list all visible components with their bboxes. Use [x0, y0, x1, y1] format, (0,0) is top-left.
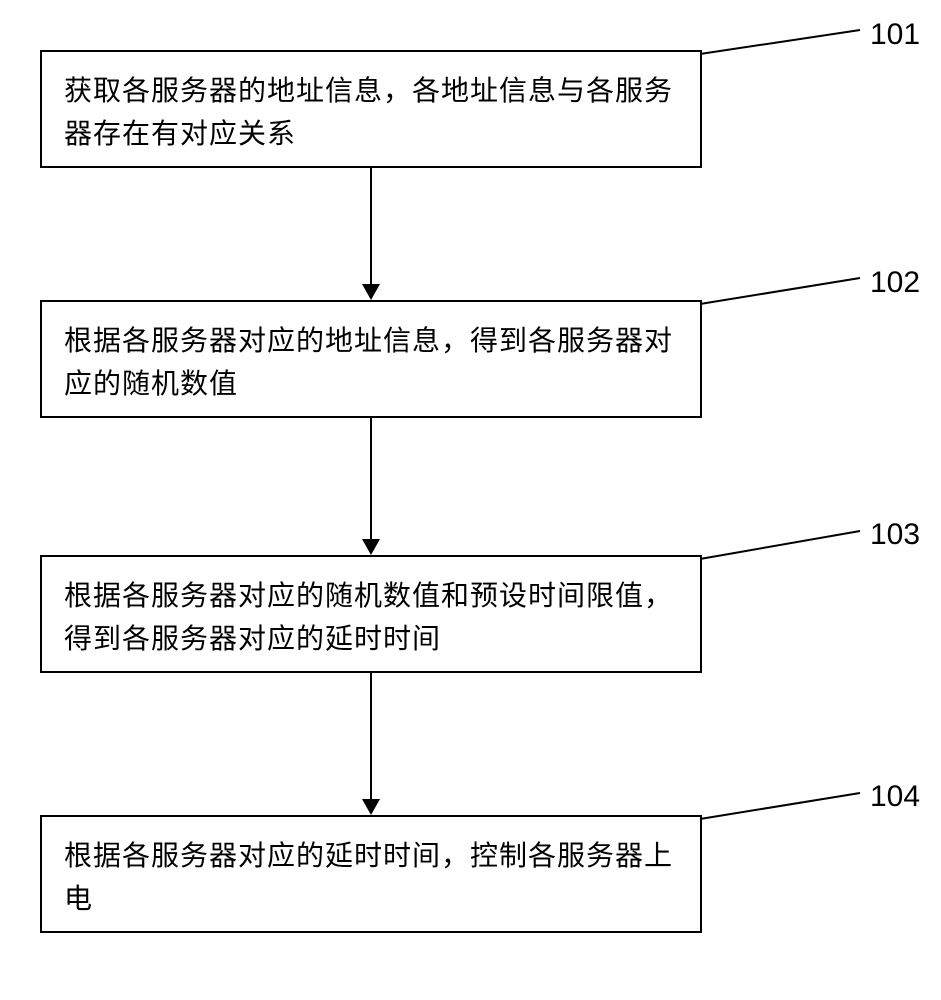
step-text: 根据各服务器对应的地址信息，得到各服务器对应的随机数值 [64, 320, 678, 407]
step-box-102: 根据各服务器对应的地址信息，得到各服务器对应的随机数值 [40, 300, 702, 418]
step-box-103: 根据各服务器对应的随机数值和预设时间限值，得到各服务器对应的延时时间 [40, 555, 702, 673]
arrow-icon [362, 539, 380, 555]
step-text: 根据各服务器对应的随机数值和预设时间限值，得到各服务器对应的延时时间 [64, 575, 678, 662]
step-text: 获取各服务器的地址信息，各地址信息与各服务器存在有对应关系 [64, 70, 678, 157]
arrow-icon [362, 284, 380, 300]
connector-line [370, 673, 372, 799]
arrow-icon [362, 799, 380, 815]
flowchart-container: 获取各服务器的地址信息，各地址信息与各服务器存在有对应关系 101 根据各服务器… [0, 0, 941, 1000]
step-label-101: 101 [870, 18, 920, 52]
connector-line [370, 168, 372, 284]
step-box-104: 根据各服务器对应的延时时间，控制各服务器上电 [40, 815, 702, 933]
step-box-101: 获取各服务器的地址信息，各地址信息与各服务器存在有对应关系 [40, 50, 702, 168]
step-text: 根据各服务器对应的延时时间，控制各服务器上电 [64, 835, 678, 922]
step-label-103: 103 [870, 518, 920, 552]
step-label-104: 104 [870, 780, 920, 814]
step-label-102: 102 [870, 266, 920, 300]
connector-line [370, 418, 372, 539]
